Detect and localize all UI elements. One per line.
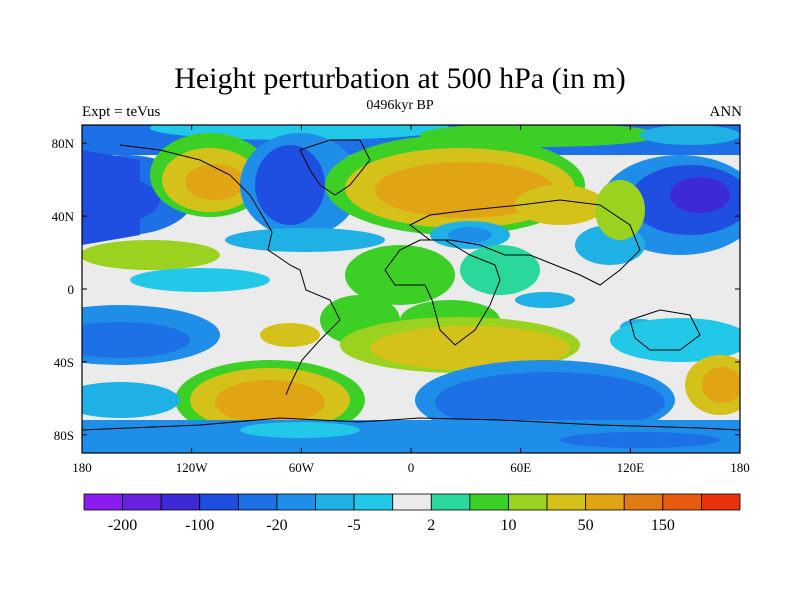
lon-tick-label: 60W: [289, 460, 315, 475]
colorbar-swatch: [392, 493, 432, 511]
colorbar-swatch: [430, 493, 471, 511]
colorbar: [83, 493, 741, 511]
season-label: ANN: [709, 104, 743, 120]
lat-tick-label: 40S: [54, 355, 74, 370]
eurasia-coast: [409, 199, 641, 286]
americas-coast: [119, 144, 341, 396]
axis-ticks: [81, 125, 741, 453]
africa-coast: [384, 239, 501, 346]
lon-tick-label: 0: [408, 460, 415, 475]
australia-coast: [629, 309, 701, 351]
lon-tick-label: 60E: [510, 460, 531, 475]
colorbar-labels: -200 -100 -20 -5 2 10 50 150: [108, 517, 675, 534]
colorbar-swatch: [585, 493, 625, 511]
lon-tick-label: 120W: [176, 460, 209, 475]
colorbar-swatch: [546, 493, 587, 511]
lat-tick-label: 40N: [52, 209, 75, 224]
colorbar-swatch: [353, 493, 394, 511]
lon-tick-label: 180: [730, 460, 750, 475]
colorbar-label: -20: [266, 517, 287, 534]
colorbar-label: 2: [427, 517, 435, 534]
time-label: 0496kyr BP: [366, 98, 434, 113]
colorbar-swatch: [122, 493, 162, 511]
plot-title: Height perturbation at 500 hPa (in m): [174, 62, 626, 95]
colorbar-swatch: [662, 493, 702, 511]
colorbar-label: 10: [500, 517, 516, 534]
colorbar-swatch: [508, 493, 548, 511]
colorbar-label: -200: [108, 517, 137, 534]
lon-tick-label: 180: [72, 460, 92, 475]
colorbar-swatch: [315, 493, 355, 511]
colorbar-swatch: [83, 493, 123, 511]
longitude-tick-labels: 180 120W 60W 0 60E 120E 180: [72, 460, 750, 475]
experiment-label: Expt = teVus: [82, 104, 161, 120]
contour-field: [82, 125, 740, 453]
colorbar-label: 50: [578, 517, 594, 534]
colorbar-swatch: [160, 493, 201, 511]
colorbar-swatch: [237, 493, 278, 511]
colorbar-swatch: [623, 493, 664, 511]
antarctica-coast: [82, 417, 740, 431]
colorbar-swatch: [199, 493, 239, 511]
colorbar-label: -5: [347, 517, 360, 534]
colorbar-label: 150: [651, 517, 675, 534]
colorbar-swatch: [276, 493, 316, 511]
coastlines: [82, 139, 740, 431]
latitude-tick-labels: 80N 40N 0 40S 80S: [52, 136, 75, 443]
colorbar-label: -100: [185, 517, 214, 534]
greenland-coast: [299, 139, 371, 196]
lat-tick-label: 0: [68, 282, 75, 297]
lon-tick-label: 120E: [617, 460, 645, 475]
colorbar-swatch: [701, 493, 741, 511]
lat-tick-label: 80N: [52, 136, 75, 151]
colorbar-swatch: [469, 493, 509, 511]
lat-tick-label: 80S: [54, 428, 74, 443]
